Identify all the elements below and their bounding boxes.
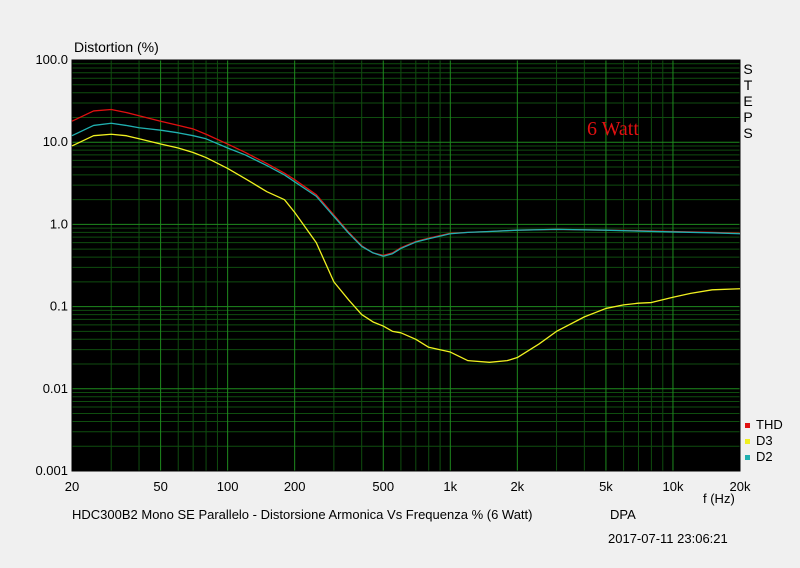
chart-footer-title: HDC300B2 Mono SE Parallelo - Distorsione… <box>72 507 533 522</box>
plot-area <box>72 60 740 471</box>
side-label-letter: E <box>743 93 752 109</box>
y-tick-label: 0.001 <box>35 463 68 478</box>
y-tick-label: 1.0 <box>50 216 68 231</box>
legend-swatch-d2 <box>745 455 750 460</box>
x-tick-labels: 20 50 100 200 500 1k 2k 5k 10k 20k <box>65 479 751 494</box>
y-tick-label: 0.1 <box>50 299 68 314</box>
legend-swatch-d3 <box>745 439 750 444</box>
x-tick-label: 20k <box>730 479 751 494</box>
x-tick-label: 50 <box>153 479 167 494</box>
x-axis-title: f (Hz) <box>703 491 735 506</box>
legend-label-d2: D2 <box>756 449 773 464</box>
series-lines <box>71 108 741 363</box>
x-tick-label: 500 <box>372 479 394 494</box>
legend-label-d3: D3 <box>756 433 773 448</box>
legend-label-thd: THD <box>756 417 783 432</box>
power-annotation: 6 Watt <box>587 118 639 140</box>
x-tick-label: 10k <box>662 479 683 494</box>
y-axis-title: Distortion (%) <box>74 39 159 55</box>
x-tick-label: 1k <box>443 479 457 494</box>
minor-grid <box>72 60 740 471</box>
footer-tag: DPA <box>610 507 636 522</box>
side-label-letter: S <box>743 61 752 77</box>
y-tick-label: 100.0 <box>35 52 68 67</box>
x-tick-label: 5k <box>599 479 613 494</box>
x-tick-label: 20 <box>65 479 79 494</box>
side-label-letter: T <box>744 77 753 93</box>
y-tick-label: 0.01 <box>43 381 68 396</box>
footer-timestamp: 2017-07-11 23:06:21 <box>608 531 728 546</box>
side-label-letter: S <box>743 125 752 141</box>
plot-frame <box>71 59 741 472</box>
series-line-d3 <box>71 133 741 363</box>
series-line-d2 <box>71 122 741 257</box>
x-tick-label: 200 <box>284 479 306 494</box>
x-tick-label: 100 <box>217 479 239 494</box>
y-tick-labels: 100.0 10.0 1.0 0.1 0.01 0.001 <box>35 52 68 478</box>
legend-swatch-thd <box>745 423 750 428</box>
side-label-letter: P <box>743 109 752 125</box>
y-tick-label: 10.0 <box>43 134 68 149</box>
x-tick-label: 2k <box>510 479 524 494</box>
